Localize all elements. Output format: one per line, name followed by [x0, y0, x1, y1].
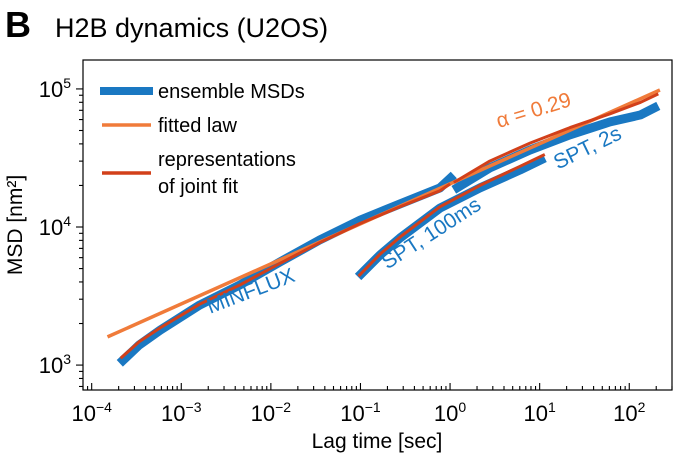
x-tick-label: 101 [524, 399, 556, 426]
y-axis-label: MSD [nm²] [4, 175, 27, 275]
chart-title: H2B dynamics (U2OS) [55, 13, 328, 43]
x-axis-ticks: 10−4 10−3 10−2 10−1 100 101 102 [71, 383, 673, 426]
series-line-joint-fit-spt-100ms [357, 153, 546, 278]
x-tick-label: 10−3 [161, 399, 202, 426]
x-tick-label: 10−2 [251, 399, 292, 426]
plot-frame [82, 59, 673, 391]
y-axis-ticks: 103 104 105 [39, 75, 83, 388]
x-tick-label: 102 [613, 399, 645, 426]
panel-letter: B [5, 4, 31, 45]
legend: ensemble MSDs fitted law representations… [100, 81, 305, 198]
series-layer [106, 88, 661, 367]
series-line-joint-fit-minflux [119, 182, 451, 360]
series-line-joint-fit-spt-2s [453, 92, 659, 184]
series-line-ensemble-msds-spt-2s [451, 101, 661, 194]
y-tick-label: 105 [39, 75, 71, 102]
y-tick-label: 104 [39, 213, 71, 240]
x-tick-label: 10−4 [71, 399, 112, 426]
x-tick-label: 10−1 [340, 399, 381, 426]
x-axis-label: Lag time [sec] [312, 430, 443, 453]
legend-label-joint-line1: representations [158, 149, 296, 171]
y-tick-label: 103 [39, 351, 71, 378]
legend-label-joint-line2: of joint fit [158, 176, 238, 198]
annotation-0-29: α = 0.29 [494, 88, 574, 132]
legend-label-ensemble: ensemble MSDs [158, 81, 305, 103]
x-tick-label: 100 [434, 399, 466, 426]
legend-label-fit: fitted law [158, 115, 237, 137]
